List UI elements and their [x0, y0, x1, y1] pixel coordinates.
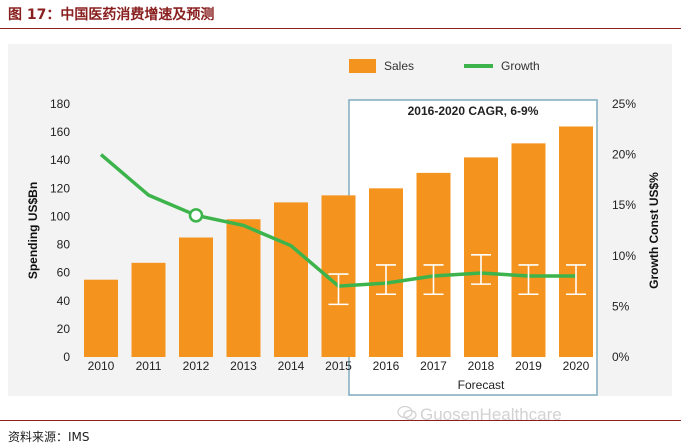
forecast-annotation: 2016-2020 CAGR, 6-9%: [408, 104, 539, 118]
bar-2012: [179, 237, 213, 357]
y-tick-label: 0: [63, 350, 70, 364]
x-tick-label: 2013: [230, 359, 257, 373]
x-tick-label: 2012: [183, 359, 210, 373]
watermark-text: GuosenHealthcare: [420, 405, 562, 424]
watermark-icon: [397, 405, 417, 421]
x-tick-label: 2016: [373, 359, 400, 373]
y2-tick-label: 5%: [612, 299, 630, 313]
bar-2014: [274, 202, 308, 357]
forecast-label: Forecast: [458, 378, 505, 392]
x-tick-label: 2011: [136, 359, 162, 373]
x-tick-label: 2017: [420, 359, 447, 373]
x-tick-label: 2010: [88, 359, 115, 373]
y-tick-label: 20: [57, 322, 71, 336]
figure-title: 图 17：中国医药消费增速及预测: [8, 7, 215, 23]
y-tick-label: 160: [50, 125, 70, 139]
y-tick-label: 180: [50, 97, 70, 111]
y-axis-label: Spending US$Bn: [26, 182, 40, 279]
x-tick-label: 2018: [468, 359, 495, 373]
y2-tick-label: 20%: [612, 148, 636, 162]
bar-2020: [559, 126, 593, 357]
y-tick-label: 140: [50, 153, 70, 167]
y2-tick-label: 15%: [612, 198, 636, 212]
y2-tick-label: 25%: [612, 97, 636, 111]
source-note: 资料来源：IMS: [8, 430, 90, 444]
bar-2019: [511, 143, 546, 357]
error-bar-2016: [376, 264, 396, 296]
y-tick-label: 120: [50, 181, 70, 195]
y-tick-label: 60: [57, 266, 71, 280]
error-bar-2018: [471, 253, 491, 285]
y2-axis-label: Growth Const US$%: [647, 172, 661, 289]
legend-label-sales: Sales: [384, 59, 414, 73]
y2-tick-label: 0%: [612, 350, 630, 364]
y-tick-label: 80: [57, 238, 71, 252]
error-bar-2017: [423, 264, 444, 296]
y2-tick-label: 10%: [612, 249, 636, 263]
error-bar-2020: [566, 264, 586, 296]
growth-highlight-marker: [188, 208, 204, 223]
error-bar-2019: [518, 264, 539, 296]
bar-2013: [226, 219, 261, 357]
error-bar-2015: [328, 273, 349, 306]
x-tick-label: 2015: [325, 359, 352, 373]
title-rule: [0, 28, 681, 29]
x-tick-label: 2020: [563, 359, 590, 373]
x-tick-label: 2019: [515, 359, 542, 373]
bar-2010: [84, 279, 118, 357]
bar-2011: [131, 262, 166, 357]
y-tick-label: 40: [57, 294, 71, 308]
legend-swatch-sales: [349, 59, 376, 73]
legend-label-growth: Growth: [501, 59, 540, 73]
y-tick-label: 100: [50, 209, 70, 223]
source-rule: [0, 420, 681, 421]
x-tick-label: 2014: [278, 359, 305, 373]
